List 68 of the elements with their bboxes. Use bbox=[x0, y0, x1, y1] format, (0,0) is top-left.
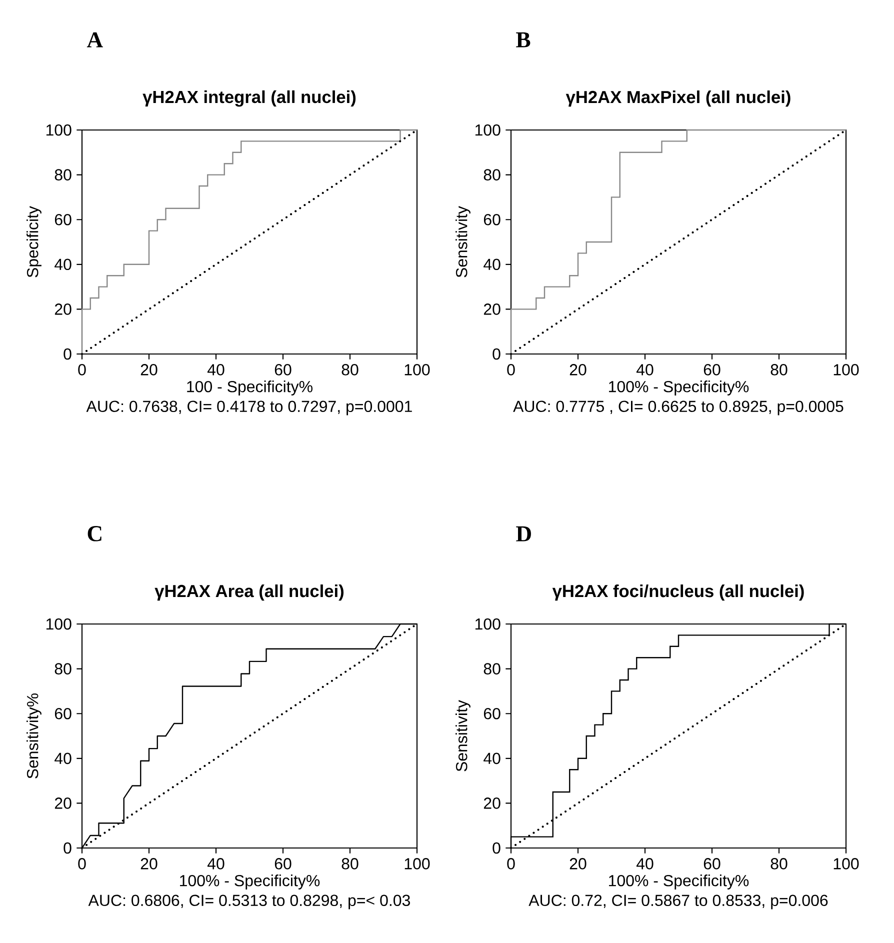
y-tick-label: 100 bbox=[475, 618, 500, 630]
x-tick-label: 40 bbox=[207, 364, 224, 376]
y-tick-label: 80 bbox=[484, 169, 500, 180]
x-tick-label: 20 bbox=[570, 364, 586, 376]
text: B bbox=[516, 32, 530, 48]
chart-title: γH2AX foci/nucleus (all nuclei) bbox=[552, 584, 804, 601]
y-tick-label: 100 bbox=[46, 618, 72, 630]
x-tick-label: 40 bbox=[636, 858, 654, 870]
text: AUC: 0.7638, CI= 0.4178 to 0.7297, p=0.0001 bbox=[86, 400, 412, 416]
text: C bbox=[88, 526, 102, 542]
x-tick-label: 20 bbox=[140, 364, 158, 376]
y-tick-label: 40 bbox=[484, 752, 500, 764]
y-tick-label: 40 bbox=[484, 258, 500, 270]
x-tick-label: 80 bbox=[342, 364, 358, 376]
y-tick-label: 80 bbox=[54, 663, 72, 674]
chart-title: γH2AX Area (all nuclei) bbox=[154, 584, 344, 601]
text: AUC: 0.7775 , CI= 0.6625 to 0.8925, p=0.0005 bbox=[513, 400, 844, 416]
x-tick-label: 0 bbox=[78, 858, 86, 870]
y-tick-label: 100 bbox=[46, 124, 72, 136]
y-tick-label: 60 bbox=[484, 214, 500, 226]
x-axis-title: 100% - Specificity% bbox=[609, 380, 749, 396]
x-axis-title: 100 - Specificity% bbox=[187, 380, 312, 396]
y-tick-label: 40 bbox=[54, 752, 72, 764]
y-tick-label: 0 bbox=[64, 842, 72, 854]
x-tick-label: 80 bbox=[770, 858, 788, 870]
y-tick-label: 60 bbox=[54, 214, 72, 226]
x-tick-label: 100 bbox=[834, 364, 859, 376]
text: A bbox=[86, 32, 103, 48]
y-tick-label: 80 bbox=[54, 169, 72, 180]
x-tick-label: 0 bbox=[78, 364, 86, 376]
text: D bbox=[516, 526, 531, 542]
y-tick-label: 80 bbox=[484, 663, 500, 674]
y-tick-label: 0 bbox=[492, 348, 500, 360]
x-tick-label: 0 bbox=[507, 858, 515, 870]
y-axis-title: Sensitivity bbox=[456, 206, 470, 278]
x-axis-title: 100% - Specificity% bbox=[609, 874, 749, 890]
y-tick-label: 20 bbox=[54, 304, 72, 315]
text: AUC: 0.72, CI= 0.5867 to 0.8533, p=0.006 bbox=[528, 894, 828, 910]
text: AUC: 0.6806, CI= 0.5313 to 0.8298, p=< 0.03 bbox=[88, 894, 410, 910]
x-tick-label: 40 bbox=[636, 364, 654, 376]
x-tick-label: 40 bbox=[207, 858, 224, 870]
y-tick-label: 60 bbox=[54, 708, 72, 720]
x-tick-label: 0 bbox=[507, 364, 515, 376]
y-tick-label: 60 bbox=[484, 708, 500, 720]
y-axis-title: Specificity bbox=[26, 206, 42, 278]
x-tick-label: 60 bbox=[704, 364, 720, 376]
x-axis-title: 100% - Specificity% bbox=[180, 874, 320, 890]
x-tick-label: 60 bbox=[274, 858, 292, 870]
y-tick-label: 0 bbox=[492, 842, 500, 854]
y-tick-label: 0 bbox=[64, 348, 72, 360]
y-tick-label: 100 bbox=[475, 124, 500, 136]
x-tick-label: 20 bbox=[570, 858, 586, 870]
x-tick-label: 60 bbox=[704, 858, 720, 870]
y-axis-title: Sensitivity% bbox=[26, 693, 42, 778]
y-axis-title: Sensitivity bbox=[456, 700, 470, 772]
chart-title: γH2AX integral (all nuclei) bbox=[142, 90, 356, 107]
x-tick-label: 100 bbox=[404, 364, 430, 376]
x-tick-label: 100 bbox=[834, 858, 859, 870]
x-tick-label: 80 bbox=[342, 858, 358, 870]
chart-title: γH2AX MaxPixel (all nuclei) bbox=[566, 90, 790, 107]
y-tick-label: 20 bbox=[484, 798, 500, 809]
x-tick-label: 100 bbox=[404, 858, 430, 870]
y-tick-label: 40 bbox=[54, 258, 72, 270]
x-tick-label: 60 bbox=[274, 364, 292, 376]
y-tick-label: 20 bbox=[484, 304, 500, 315]
x-tick-label: 80 bbox=[770, 364, 788, 376]
x-tick-label: 20 bbox=[140, 858, 158, 870]
y-tick-label: 20 bbox=[54, 798, 72, 809]
